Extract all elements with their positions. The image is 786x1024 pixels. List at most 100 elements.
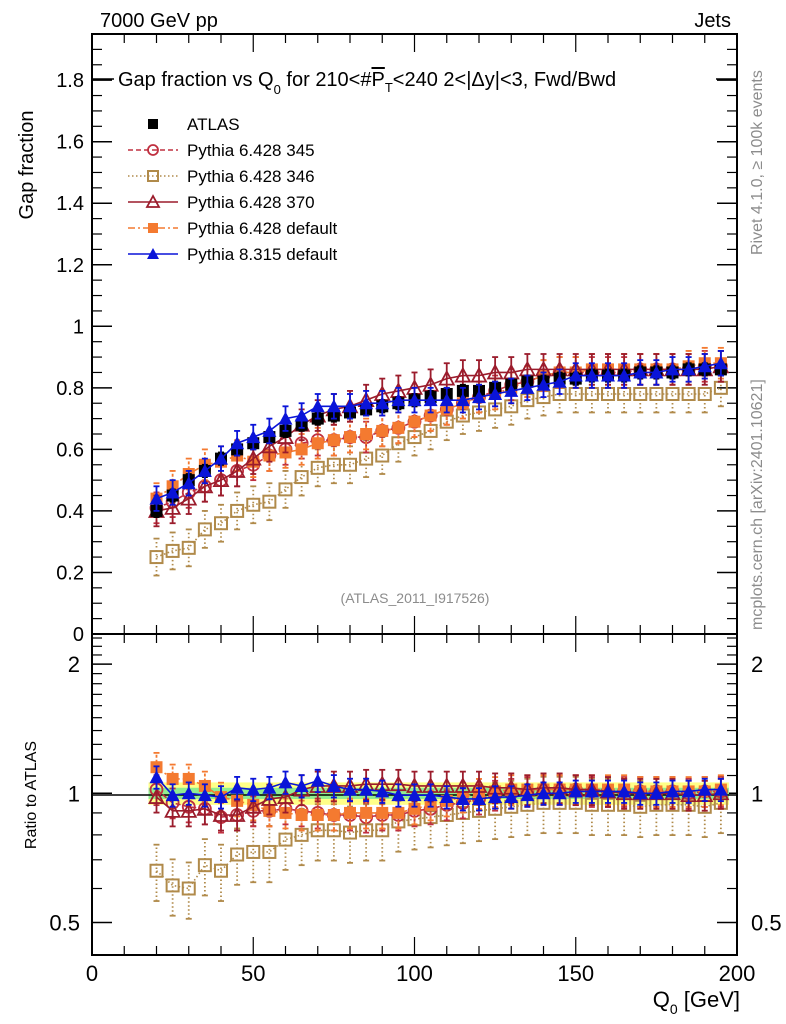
data-point xyxy=(486,363,504,380)
data-point xyxy=(246,497,261,512)
y-tick-label: 0.8 xyxy=(56,378,84,400)
data-point xyxy=(165,878,180,893)
data-point xyxy=(713,782,728,796)
data-point xyxy=(665,784,680,798)
data-point xyxy=(262,494,277,509)
ratio-series-group xyxy=(147,751,730,920)
y-tick-label: 0.6 xyxy=(56,439,84,461)
data-point xyxy=(212,806,230,822)
data-point xyxy=(359,782,374,796)
data-point xyxy=(681,387,696,401)
data-point xyxy=(149,550,164,565)
data-point xyxy=(633,786,648,800)
data-point xyxy=(665,387,680,401)
data-point xyxy=(147,788,166,804)
legend-label: ATLAS xyxy=(187,115,240,134)
data-point xyxy=(633,365,648,379)
data-point xyxy=(310,773,325,787)
data-point xyxy=(181,540,196,555)
data-point xyxy=(212,471,230,488)
mcplots-label: mcplots.cern.ch [arXiv:2401.10621] xyxy=(749,379,766,630)
data-point xyxy=(504,383,519,397)
x-tick-label: 50 xyxy=(241,961,265,986)
legend-item: Pythia 6.428 345 xyxy=(128,141,315,160)
data-point xyxy=(149,491,164,505)
rivet-label: Rivet 4.1.0, ≥ 100k events xyxy=(749,70,766,255)
data-point xyxy=(617,784,632,798)
y-tick-label: 1.2 xyxy=(56,255,84,277)
legend-label: Pythia 8.315 default xyxy=(187,245,338,264)
data-point xyxy=(165,485,180,499)
data-point xyxy=(181,476,196,490)
main-series-pythia-8-315-default xyxy=(149,350,728,512)
data-point xyxy=(165,788,180,802)
ratio-y-tick-label-right: 1 xyxy=(751,781,763,806)
x-tick-label: 150 xyxy=(557,961,594,986)
data-point xyxy=(584,784,599,798)
data-point xyxy=(375,396,390,410)
data-point xyxy=(455,393,470,407)
data-point xyxy=(311,437,324,450)
legend-item: Pythia 6.428 370 xyxy=(128,193,315,212)
y-tick-label: 1.4 xyxy=(56,193,84,215)
data-point xyxy=(504,790,519,804)
data-point xyxy=(230,503,245,518)
data-point xyxy=(601,368,615,382)
data-point xyxy=(697,782,712,796)
data-point xyxy=(278,411,293,425)
data-point xyxy=(278,482,293,497)
data-point xyxy=(294,778,309,792)
data-point xyxy=(164,498,182,515)
data-point xyxy=(276,788,295,804)
energy-label: 7000 GeV pp xyxy=(100,10,218,32)
data-point xyxy=(246,430,261,444)
data-point xyxy=(326,399,341,413)
legend-item: Pythia 8.315 default xyxy=(128,245,338,264)
series-line xyxy=(156,362,722,500)
data-point xyxy=(359,451,374,466)
legend-marker xyxy=(147,144,159,156)
x-axis-title: Q0 [GeV] xyxy=(653,987,740,1017)
data-point xyxy=(343,782,357,796)
data-point xyxy=(392,806,405,819)
data-point xyxy=(294,408,309,422)
data-point xyxy=(166,772,179,785)
legend-item: ATLAS xyxy=(148,115,240,134)
data-point xyxy=(196,799,214,816)
main-series-group xyxy=(147,346,730,577)
y-tick-label: 0 xyxy=(73,624,84,646)
legend-item: Pythia 6.428 default xyxy=(128,219,338,238)
data-point xyxy=(344,431,356,444)
data-point xyxy=(376,424,389,437)
data-point xyxy=(230,780,245,794)
data-point xyxy=(278,832,293,847)
data-point xyxy=(470,366,488,383)
data-point xyxy=(149,770,164,784)
data-point xyxy=(360,428,373,440)
data-point xyxy=(180,801,198,818)
ratio-axis-ticks: 0.5 0.5 1 1 2 2 0 50 100 150 200 xyxy=(49,637,782,986)
data-point xyxy=(568,784,583,798)
data-point xyxy=(165,543,180,558)
data-point xyxy=(260,437,278,454)
data-point xyxy=(164,801,182,818)
data-point xyxy=(295,809,308,822)
analysis-watermark: (ATLAS_2011_I917526) xyxy=(341,590,490,606)
data-point xyxy=(181,786,196,800)
data-point xyxy=(713,356,728,370)
data-point xyxy=(230,847,245,862)
data-point xyxy=(214,516,228,531)
ratio-y-tick-label: 0.5 xyxy=(49,910,80,935)
data-point xyxy=(552,786,567,800)
data-point xyxy=(488,387,503,400)
data-point xyxy=(214,790,228,804)
data-point xyxy=(439,790,454,804)
data-point xyxy=(343,399,357,413)
data-point xyxy=(180,489,198,506)
ratio-uncertainty-band xyxy=(148,782,729,805)
data-point xyxy=(665,362,680,376)
data-point xyxy=(375,448,390,463)
series-line xyxy=(155,802,722,890)
data-point xyxy=(295,443,308,456)
